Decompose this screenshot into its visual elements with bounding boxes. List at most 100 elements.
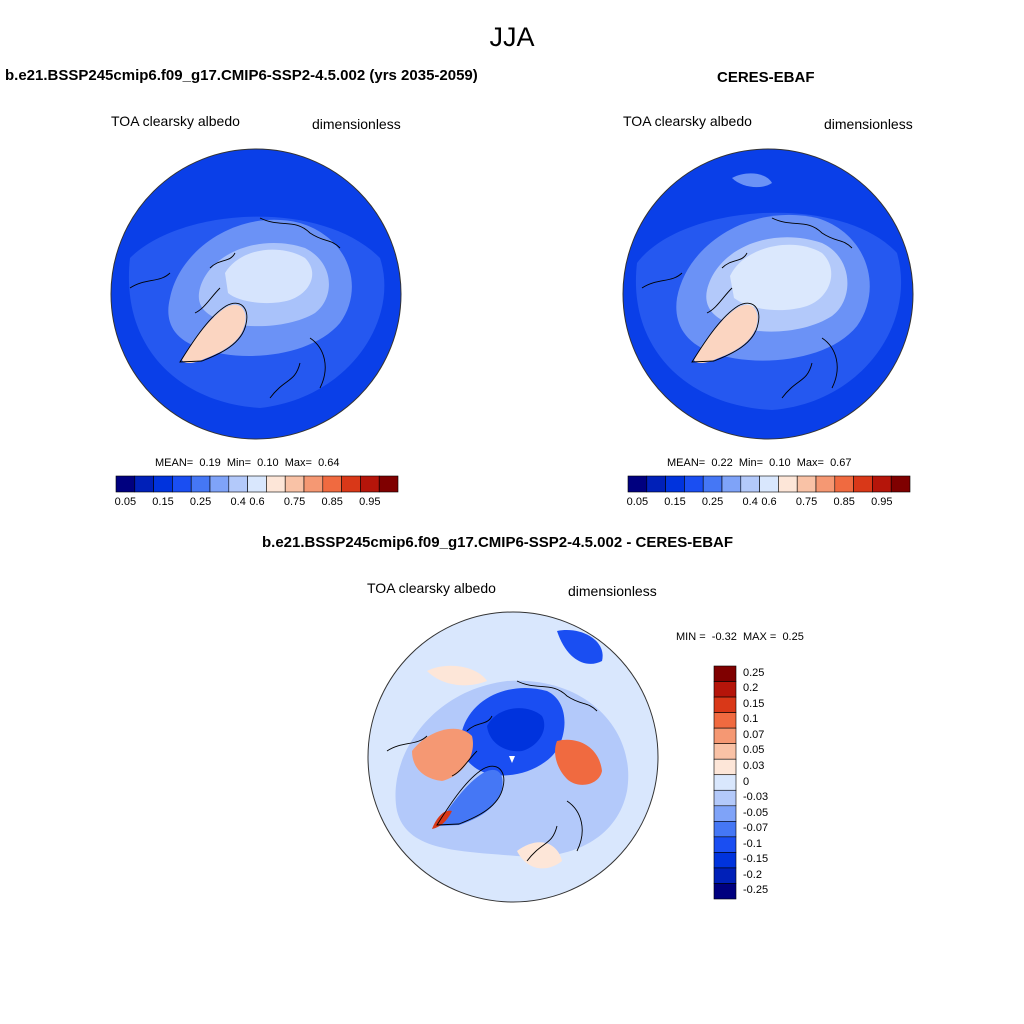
panel1-arctic-core	[225, 249, 313, 304]
panel1-colorbar-swatch	[284, 475, 305, 493]
diff-colorbar-swatch	[713, 883, 737, 900]
panel2-colorbar-swatch	[815, 475, 836, 493]
panel2-colorbar-swatch	[759, 475, 779, 493]
panel1-colorbar-tick-label: 0.15	[152, 496, 174, 508]
panel2-colorbar-swatch	[872, 475, 892, 493]
panel1-colorbar-swatch	[134, 475, 154, 493]
diff-map-border	[367, 611, 659, 903]
panel2-mean-value: 0.22	[711, 457, 733, 469]
panel1-min-label: Min=	[226, 457, 252, 469]
panel2-colorbar-swatch	[627, 475, 648, 493]
diff-colorbar-swatch	[713, 743, 737, 760]
diff-min-value: -0.32	[711, 631, 737, 643]
diff-colorbar-tick-label: 0.03	[743, 759, 765, 772]
diff-colorbar-swatch	[713, 665, 737, 682]
panel2-coastline	[641, 217, 853, 399]
diff-colorbar-tick-label: -0.25	[743, 884, 769, 897]
panel2-arctic-core	[730, 244, 832, 311]
diff-max-label: MAX =	[742, 631, 777, 643]
diff-colorbar-swatch	[713, 758, 737, 776]
panel2-colorbar-swatch	[684, 475, 704, 493]
diff-colorbar-swatch	[713, 696, 737, 713]
diff-colorbar-tick-label: -0.15	[743, 853, 769, 866]
season-title: JJA	[489, 22, 535, 52]
panel1-colorbar-swatch	[266, 475, 286, 493]
panel2-colorbar-tick-label: 0.15	[664, 496, 686, 508]
diff-colorbar-swatch	[713, 789, 737, 807]
panel1-colorbar-swatch	[303, 475, 324, 493]
panel2-colorbar-tick-label: 0.95	[871, 496, 893, 508]
diff-colorbar-swatch	[713, 805, 737, 822]
panel2-title: CERES-EBAF	[717, 69, 815, 86]
diff-greenland-edge	[437, 769, 503, 826]
panel2-colorbar-swatch	[890, 475, 911, 493]
diff-max-value: 0.25	[782, 631, 804, 643]
panel2-colorbar-swatch	[721, 475, 742, 493]
panel1-colorbar-swatch	[153, 475, 173, 493]
panel1-mean-label: MEAN=	[155, 457, 194, 469]
panel1-colorbar-tick-label: 0.6	[249, 496, 265, 508]
panel2-tibet	[732, 173, 772, 188]
panel2-max-value: 0.67	[830, 457, 852, 469]
panel1-colorbar-swatch	[115, 475, 136, 493]
panel2-colorbar-tick-label: 0.4	[742, 496, 758, 508]
panel1-colorbar	[115, 475, 399, 493]
panel1-colorbar-tick-label: 0.75	[283, 496, 306, 508]
panel1-map-border	[110, 148, 402, 440]
diff-variable: TOA clearsky albedo	[367, 580, 496, 596]
diff-colorbar-swatch	[713, 821, 737, 838]
diff-colorbar-swatch	[713, 712, 737, 729]
panel2-max-label: Max=	[796, 457, 824, 469]
diff-min-label: MIN =	[676, 631, 706, 643]
diff-colorbar-tick-label: -0.2	[743, 868, 762, 881]
panel1-colorbar-tick-label: 0.25	[189, 496, 212, 508]
diff-positive-siberia	[555, 739, 602, 785]
panel1-colorbar-swatch	[190, 475, 211, 493]
diff-colorbar-swatch	[713, 836, 737, 853]
diff-colorbar-swatch	[713, 681, 737, 698]
panel1-map	[110, 148, 402, 440]
panel2-colorbar	[627, 475, 911, 493]
panel2-colorbar-swatch	[646, 475, 666, 493]
panel1-units: dimensionless	[312, 116, 401, 132]
diff-title: b.e21.BSSP245cmip6.f09_g17.CMIP6-SSP2-4.…	[262, 534, 734, 551]
diff-colorbar-tick-label: 0.07	[743, 728, 765, 741]
diff-colorbar-swatch	[713, 774, 737, 791]
diff-positive-archipelago	[412, 728, 473, 781]
diff-colorbar-tick-label: -0.03	[743, 791, 769, 804]
panel2-colorbar-tick-label: 0.75	[795, 496, 818, 508]
panel2-map-border	[622, 148, 914, 440]
panel2-mean-label: MEAN=	[667, 457, 706, 469]
diff-colorbar-tick-label: 0.2	[743, 682, 759, 695]
panel2-units: dimensionless	[824, 116, 913, 132]
panel2-stats: MEAN= 0.22 Min= 0.10 Max= 0.67	[667, 457, 851, 469]
panel2-colorbar-swatch	[796, 475, 817, 493]
diff-colorbar-swatch	[713, 727, 737, 744]
panel1-colorbar-swatch	[360, 475, 380, 493]
panel2-colorbar-tick-label: 0.6	[761, 496, 777, 508]
panel1-colorbar-swatch	[172, 475, 192, 493]
panel1-coastline	[129, 217, 341, 399]
panel2-colorbar-swatch	[834, 475, 854, 493]
diff-positive-america	[517, 842, 562, 869]
panel1-greenland	[182, 304, 246, 363]
diff-colorbar-swatch	[713, 852, 737, 869]
panel1-stats: MEAN= 0.19 Min= 0.10 Max= 0.64	[155, 457, 339, 469]
diff-pole-spot	[509, 756, 515, 763]
diff-positive-desert	[427, 665, 487, 686]
diff-colorbar	[713, 665, 737, 900]
diff-colorbar-tick-label: -0.1	[743, 837, 762, 850]
panel2-map	[622, 148, 914, 440]
panel2-colorbar-tick-label: 0.05	[626, 496, 649, 508]
diff-map	[367, 611, 659, 903]
panel1-colorbar-swatch	[341, 475, 361, 493]
panel2-colorbar-swatch	[740, 475, 760, 493]
panel1-title: b.e21.BSSP245cmip6.f09_g17.CMIP6-SSP2-4.…	[5, 67, 478, 84]
panel2-variable: TOA clearsky albedo	[623, 113, 752, 129]
panel1-colorbar-tick-label: 0.4	[230, 496, 246, 508]
panel2-min-label: Min=	[738, 457, 764, 469]
diff-stats: MIN = -0.32 MAX = 0.25	[676, 631, 804, 643]
panel2-colorbar-tick-label: 0.85	[833, 496, 855, 508]
panel1-colorbar-swatch	[228, 475, 248, 493]
panel1-colorbar-swatch	[247, 475, 267, 493]
